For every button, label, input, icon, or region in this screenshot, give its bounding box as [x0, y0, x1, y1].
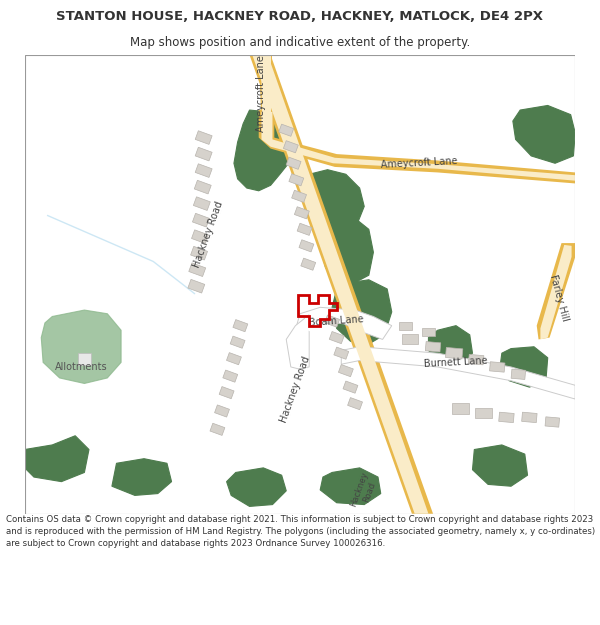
- Bar: [295, 207, 309, 219]
- Bar: [299, 240, 314, 252]
- Text: Ameycroft Lane: Ameycroft Lane: [380, 156, 458, 170]
- Polygon shape: [227, 468, 286, 506]
- Bar: [230, 336, 245, 348]
- Polygon shape: [296, 308, 392, 339]
- Text: Ameycroft Lane: Ameycroft Lane: [256, 55, 266, 132]
- Polygon shape: [305, 312, 328, 335]
- Text: Farley Hill: Farley Hill: [548, 274, 570, 322]
- Polygon shape: [112, 459, 172, 496]
- Bar: [422, 328, 436, 336]
- Bar: [195, 148, 212, 161]
- Bar: [301, 258, 316, 270]
- Bar: [475, 408, 492, 418]
- Text: STANTON HOUSE, HACKNEY ROAD, HACKNEY, MATLOCK, DE4 2PX: STANTON HOUSE, HACKNEY ROAD, HACKNEY, MA…: [56, 10, 544, 23]
- Bar: [283, 141, 298, 153]
- Polygon shape: [286, 314, 309, 369]
- Text: Hackney Road: Hackney Road: [279, 355, 312, 424]
- Bar: [329, 331, 344, 344]
- Polygon shape: [259, 110, 575, 184]
- Bar: [210, 423, 225, 436]
- Bar: [226, 352, 241, 365]
- Bar: [195, 131, 212, 144]
- Bar: [191, 230, 208, 244]
- Bar: [425, 341, 441, 352]
- Bar: [286, 158, 301, 169]
- Bar: [347, 398, 362, 410]
- Polygon shape: [513, 106, 575, 163]
- Bar: [194, 180, 211, 194]
- Bar: [219, 387, 234, 399]
- Bar: [398, 321, 412, 330]
- Polygon shape: [541, 245, 572, 339]
- Polygon shape: [78, 353, 91, 365]
- Text: Burnett Lane: Burnett Lane: [424, 356, 488, 369]
- Bar: [511, 369, 526, 379]
- Bar: [325, 315, 340, 327]
- Polygon shape: [260, 55, 271, 112]
- Bar: [189, 263, 206, 276]
- Polygon shape: [41, 310, 121, 384]
- Bar: [402, 334, 418, 344]
- Text: Contains OS data © Crown copyright and database right 2021. This information is : Contains OS data © Crown copyright and d…: [6, 516, 595, 548]
- Bar: [233, 319, 248, 332]
- Text: Allotments: Allotments: [55, 362, 108, 372]
- Polygon shape: [428, 326, 472, 365]
- Polygon shape: [500, 347, 548, 387]
- Bar: [191, 246, 208, 260]
- Bar: [188, 279, 205, 293]
- Bar: [292, 190, 307, 202]
- Bar: [469, 354, 484, 365]
- Bar: [334, 347, 349, 359]
- Polygon shape: [262, 112, 575, 181]
- Polygon shape: [307, 169, 364, 234]
- Bar: [195, 164, 212, 177]
- Polygon shape: [332, 280, 392, 344]
- Polygon shape: [341, 347, 575, 399]
- Bar: [289, 174, 304, 186]
- Polygon shape: [537, 243, 575, 339]
- Bar: [490, 362, 505, 372]
- Text: Hackney
Road: Hackney Road: [349, 470, 380, 511]
- Bar: [499, 412, 514, 422]
- Bar: [452, 402, 469, 414]
- Bar: [343, 381, 358, 393]
- Text: Map shows position and indicative extent of the property.: Map shows position and indicative extent…: [130, 36, 470, 49]
- Polygon shape: [472, 445, 527, 486]
- Bar: [338, 364, 353, 377]
- Bar: [297, 223, 312, 236]
- Bar: [445, 348, 463, 359]
- Polygon shape: [252, 55, 428, 514]
- Polygon shape: [234, 110, 295, 191]
- Bar: [521, 412, 537, 422]
- Text: Hackney Road: Hackney Road: [191, 199, 225, 269]
- Polygon shape: [25, 436, 89, 482]
- Polygon shape: [320, 468, 381, 504]
- Text: Boam Lane: Boam Lane: [309, 314, 364, 328]
- Polygon shape: [250, 55, 433, 514]
- Polygon shape: [320, 218, 373, 282]
- Bar: [215, 405, 229, 417]
- Bar: [279, 124, 293, 136]
- Bar: [193, 197, 210, 211]
- Bar: [193, 213, 209, 227]
- Bar: [545, 417, 560, 427]
- Polygon shape: [259, 55, 272, 112]
- Bar: [223, 370, 238, 382]
